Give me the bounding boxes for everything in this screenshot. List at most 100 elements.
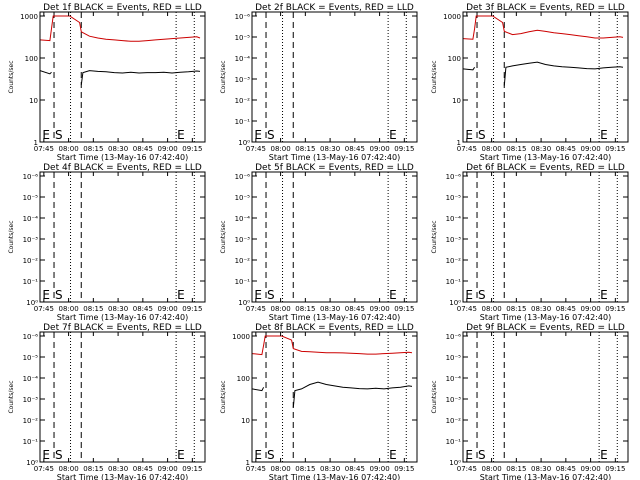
y-tick-label: 10⁻² bbox=[23, 417, 39, 425]
y-tick-label: 10⁻² bbox=[446, 417, 462, 425]
x-tick-label: 08:15 bbox=[295, 305, 315, 313]
x-tick-label: 08:15 bbox=[83, 465, 103, 473]
y-tick-label: 10⁻⁶ bbox=[235, 13, 251, 21]
y-tick-label: 10⁻³ bbox=[23, 236, 39, 244]
y-tick-label: 10⁻¹ bbox=[235, 118, 251, 126]
panel-title: Det 8f BLACK = Events, RED = LLD bbox=[255, 323, 414, 333]
y-tick-label: 10⁻³ bbox=[446, 236, 462, 244]
y-tick-label: 10⁻⁵ bbox=[235, 194, 251, 202]
marker-label-e: E bbox=[389, 128, 397, 142]
panel-title: Det 7f BLACK = Events, RED = LLD bbox=[43, 323, 202, 333]
x-tick-label: 09:15 bbox=[394, 305, 414, 313]
y-axis-label: Counts/sec bbox=[8, 220, 15, 253]
x-tick-label: 07:45 bbox=[457, 145, 477, 153]
x-axis-label: Start Time (13-May-16 07:42:40) bbox=[269, 473, 400, 480]
x-tick-label: 08:15 bbox=[83, 145, 103, 153]
x-tick-label: 08:45 bbox=[133, 465, 153, 473]
series-line-events bbox=[252, 387, 265, 392]
y-tick-label: 10⁻⁶ bbox=[23, 173, 39, 181]
y-tick-label: 10⁻² bbox=[235, 97, 251, 105]
x-tick-label: 09:15 bbox=[394, 465, 414, 473]
series-line-events bbox=[40, 70, 52, 75]
y-tick-label: 10⁻⁴ bbox=[446, 375, 462, 383]
marker-label-e: E bbox=[177, 448, 185, 462]
y-tick-label: 10⁻⁵ bbox=[23, 354, 39, 362]
y-tick-label: 10 bbox=[241, 417, 250, 425]
plot-frame bbox=[39, 331, 206, 463]
x-axis-label: Start Time (13-May-16 07:42:40) bbox=[269, 153, 400, 162]
x-axis-label: Start Time (13-May-16 07:42:40) bbox=[480, 473, 611, 480]
x-tick-label: 07:45 bbox=[34, 465, 54, 473]
marker-label-e: E bbox=[465, 128, 473, 142]
x-tick-label: 08:30 bbox=[531, 145, 551, 153]
plot-frame bbox=[462, 11, 629, 143]
x-tick-label: 07:45 bbox=[457, 465, 477, 473]
x-tick-label: 08:00 bbox=[59, 305, 79, 313]
panel-title: Det 9f BLACK = Events, RED = LLD bbox=[466, 323, 625, 333]
x-axis-label: Start Time (13-May-16 07:42:40) bbox=[269, 313, 400, 322]
series-line-events bbox=[503, 61, 624, 86]
x-tick-label: 08:15 bbox=[295, 465, 315, 473]
x-tick-label: 09:15 bbox=[394, 145, 414, 153]
plot-area bbox=[463, 12, 624, 142]
y-tick-label: 10⁻⁶ bbox=[235, 173, 251, 181]
marker-label-s: S bbox=[478, 288, 486, 302]
x-tick-label: 08:30 bbox=[320, 465, 340, 473]
y-tick-label: 10⁻⁶ bbox=[446, 173, 462, 181]
y-tick-label: 10⁰ bbox=[238, 299, 250, 307]
marker-label-e: E bbox=[177, 128, 185, 142]
x-tick-label: 09:00 bbox=[370, 465, 390, 473]
y-tick-label: 10⁰ bbox=[238, 139, 250, 147]
y-tick-label: 10⁻⁵ bbox=[446, 354, 462, 362]
panel-title: Det 1f BLACK = Events, RED = LLD bbox=[43, 3, 202, 13]
y-axis-label: Counts/sec bbox=[220, 220, 227, 253]
marker-label-e: E bbox=[389, 448, 397, 462]
x-tick-label: 09:00 bbox=[581, 305, 601, 313]
x-tick-label: 09:15 bbox=[605, 145, 625, 153]
x-tick-label: 09:00 bbox=[581, 145, 601, 153]
y-tick-label: 10⁰ bbox=[26, 299, 38, 307]
y-tick-label: 100 bbox=[448, 55, 461, 63]
x-tick-label: 08:30 bbox=[531, 465, 551, 473]
x-tick-label: 08:45 bbox=[556, 305, 576, 313]
plot-area bbox=[40, 12, 201, 142]
x-axis-label: Start Time (13-May-16 07:42:40) bbox=[480, 313, 611, 322]
y-tick-label: 10⁻³ bbox=[446, 396, 462, 404]
y-tick-label: 100 bbox=[25, 55, 38, 63]
x-tick-label: 09:15 bbox=[605, 305, 625, 313]
y-tick-label: 1000 bbox=[232, 333, 250, 341]
marker-label-e: E bbox=[254, 128, 262, 142]
y-axis-label: Counts/sec bbox=[220, 380, 227, 413]
y-tick-label: 10⁻¹ bbox=[446, 278, 462, 286]
panel-title: Det 5f BLACK = Events, RED = LLD bbox=[255, 163, 414, 173]
y-axis-label: Counts/sec bbox=[8, 380, 15, 413]
x-tick-label: 09:00 bbox=[370, 305, 390, 313]
marker-label-s: S bbox=[478, 128, 486, 142]
x-tick-label: 08:00 bbox=[271, 305, 291, 313]
x-tick-label: 08:15 bbox=[506, 305, 526, 313]
y-tick-label: 10⁻⁶ bbox=[446, 333, 462, 341]
y-tick-label: 10⁻³ bbox=[23, 396, 39, 404]
plot-frame bbox=[251, 11, 418, 143]
y-tick-label: 10⁰ bbox=[449, 299, 461, 307]
marker-label-e: E bbox=[600, 128, 608, 142]
x-tick-label: 09:00 bbox=[158, 465, 178, 473]
marker-label-e: E bbox=[254, 288, 262, 302]
panel-title: Det 6f BLACK = Events, RED = LLD bbox=[466, 163, 625, 173]
plot-area bbox=[53, 172, 195, 302]
y-tick-label: 10⁻⁴ bbox=[23, 375, 39, 383]
series-line-events bbox=[292, 381, 413, 408]
x-tick-label: 07:45 bbox=[246, 465, 266, 473]
x-tick-label: 08:30 bbox=[108, 465, 128, 473]
x-tick-label: 07:45 bbox=[246, 145, 266, 153]
marker-label-s: S bbox=[267, 128, 275, 142]
x-tick-label: 08:00 bbox=[482, 145, 502, 153]
x-axis-label: Start Time (13-May-16 07:42:40) bbox=[57, 313, 188, 322]
x-tick-label: 08:15 bbox=[295, 145, 315, 153]
y-tick-label: 10⁻⁴ bbox=[446, 215, 462, 223]
